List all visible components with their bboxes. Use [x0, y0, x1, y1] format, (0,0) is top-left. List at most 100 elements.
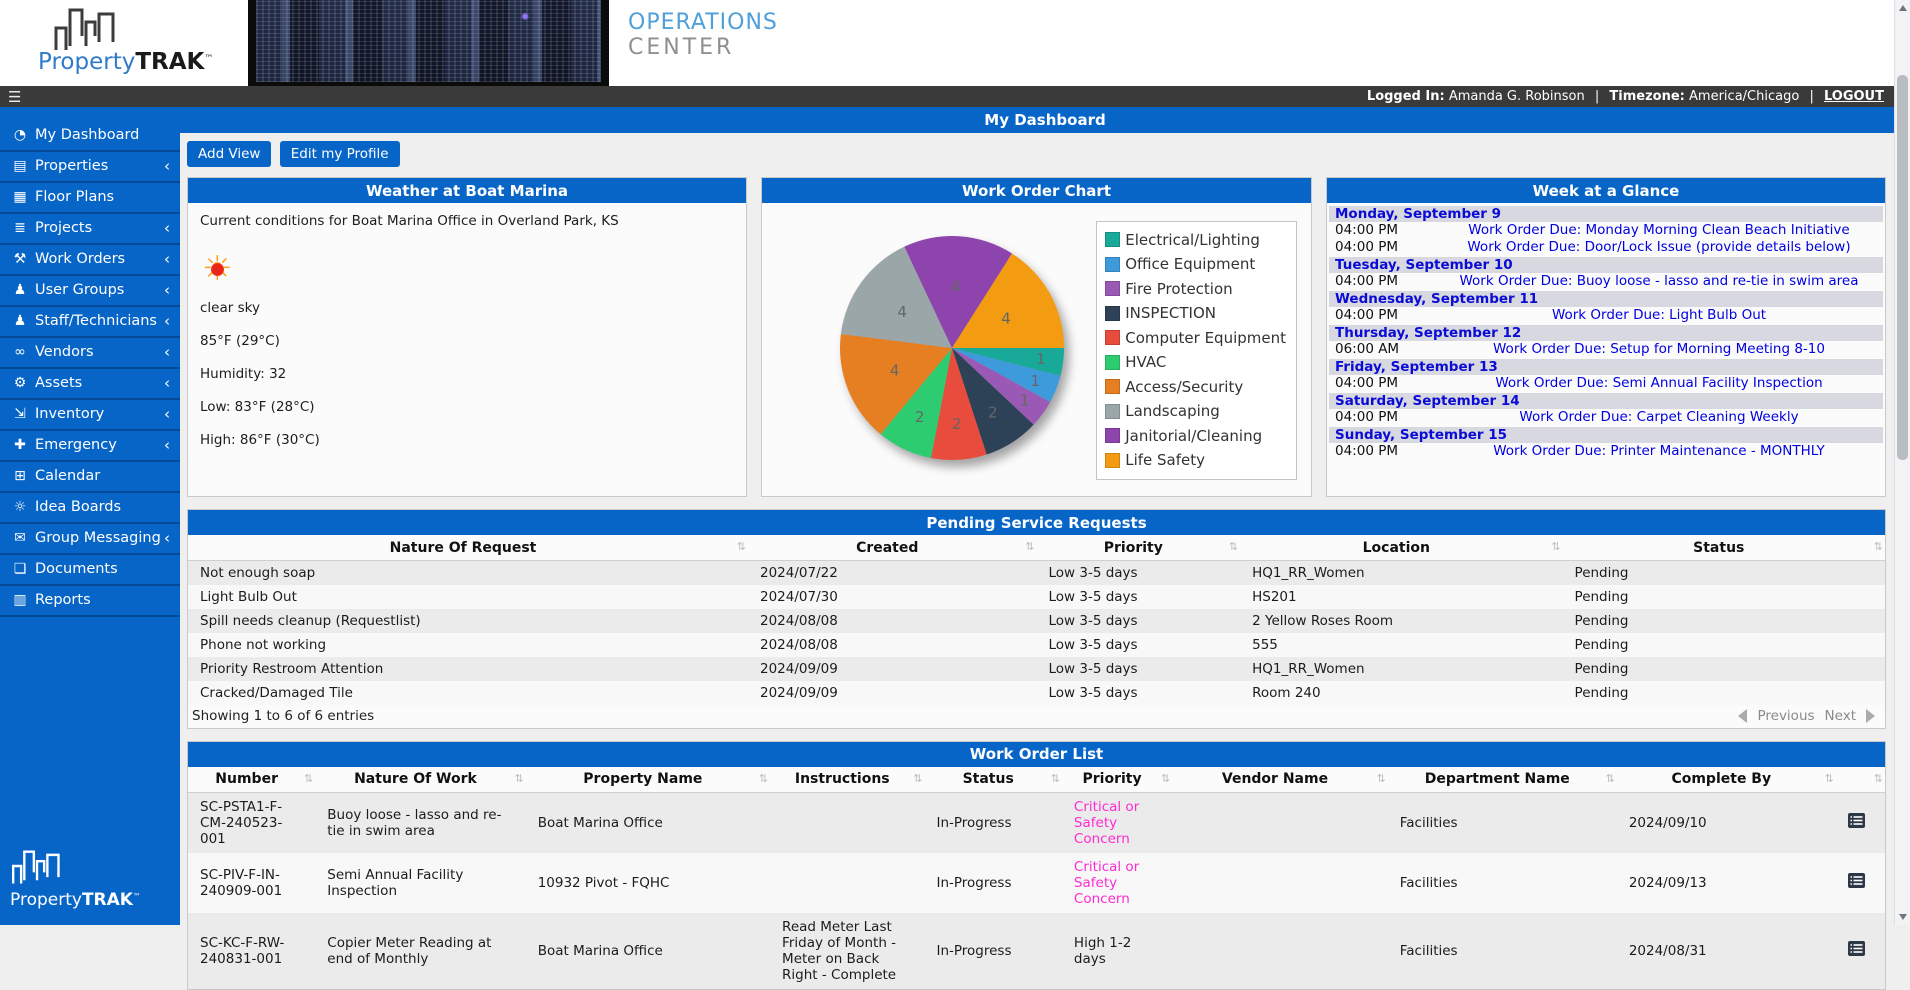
work-order-details-icon[interactable]	[1847, 873, 1865, 892]
sidebar-item-staff-technicians[interactable]: ♟ Staff/Technicians ‹	[0, 307, 180, 338]
work-order-due-link[interactable]: Work Order Due: Setup for Morning Meetin…	[1493, 341, 1825, 357]
pie-slice-hvac[interactable]	[880, 348, 952, 459]
pending-request-row[interactable]: Phone not working 2024/08/08 Low 3-5 day…	[188, 632, 1885, 657]
column-header[interactable]: Status ⇅	[1562, 535, 1885, 561]
pie-slice-office-equipment[interactable]	[952, 348, 1061, 402]
pending-request-row[interactable]: Cracked/Damaged Tile 2024/09/09 Low 3-5 …	[188, 680, 1885, 705]
previous-page-link[interactable]: Previous	[1757, 707, 1815, 724]
location-cell: HQ1_RR_Women	[1252, 660, 1365, 677]
work-order-row[interactable]: SC-PSTA1-F-CM-240523-001 Buoy loose - la…	[188, 792, 1885, 853]
column-header[interactable]: Location ⇅	[1240, 535, 1563, 561]
pie-slice-computer-equipment[interactable]	[931, 348, 987, 461]
legend-swatch	[1105, 403, 1121, 419]
sidebar-item-work-orders[interactable]: ⚒ Work Orders ‹	[0, 245, 180, 276]
sort-icon[interactable]: ⇅	[1025, 540, 1035, 553]
logout-link[interactable]: LOGOUT	[1823, 89, 1884, 104]
sort-icon[interactable]: ⇅	[758, 771, 769, 785]
column-header[interactable]: Instructions ⇅	[770, 766, 925, 793]
sidebar-item-assets[interactable]: ⚙ Assets ‹	[0, 369, 180, 400]
sidebar-item-calendar[interactable]: ⊞ Calendar	[0, 462, 180, 493]
column-header[interactable]: Complete By ⇅	[1616, 766, 1836, 793]
pie-slice-fire-protection[interactable]	[952, 348, 1051, 425]
sidebar-item-idea-boards[interactable]: ☼ Idea Boards	[0, 493, 180, 524]
work-order-due-link[interactable]: Work Order Due: Buoy loose - lasso and r…	[1459, 273, 1859, 289]
pending-request-row[interactable]: Spill needs cleanup (Requestlist) 2024/0…	[188, 608, 1885, 633]
vertical-scrollbar[interactable]	[1894, 0, 1910, 925]
column-header[interactable]: Vendor Name ⇅	[1172, 766, 1388, 793]
pie-slice-electrical-lighting[interactable]	[952, 348, 1064, 376]
work-order-due-link[interactable]: Work Order Due: Door/Lock Issue (provide…	[1467, 239, 1851, 255]
column-header[interactable]: Created ⇅	[748, 535, 1037, 561]
pending-request-row[interactable]: Not enough soap 2024/07/22 Low 3-5 days …	[188, 560, 1885, 585]
column-header[interactable]: Property Name ⇅	[525, 766, 771, 793]
sort-icon[interactable]: ⇅	[736, 540, 746, 553]
work-order-due-link[interactable]: Work Order Due: Monday Morning Clean Bea…	[1468, 222, 1850, 238]
pending-request-row[interactable]: Priority Restroom Attention 2024/09/09 L…	[188, 656, 1885, 681]
column-header[interactable]: Priority ⇅	[1036, 535, 1241, 561]
sidebar-item-floor-plans[interactable]: ▦ Floor Plans	[0, 183, 180, 214]
next-arrow-icon[interactable]	[1866, 708, 1875, 723]
pie-slice-landscaping[interactable]	[840, 246, 952, 348]
work-order-details-icon[interactable]	[1847, 813, 1865, 832]
week-day-header: Thursday, September 12	[1329, 325, 1883, 341]
sidebar-item-my-dashboard[interactable]: ◔ My Dashboard	[0, 121, 180, 152]
sort-icon[interactable]: ⇅	[304, 771, 314, 785]
scroll-up-arrow-icon[interactable]	[1899, 5, 1907, 11]
sort-icon[interactable]: ⇅	[1605, 771, 1615, 785]
dolly-icon: ⇲	[14, 406, 26, 422]
pie-slice-life-safety[interactable]	[952, 253, 1064, 348]
legend-label: INSPECTION	[1125, 304, 1217, 323]
scrollbar-thumb[interactable]	[1897, 75, 1908, 460]
sidebar-item-reports[interactable]: ▥ Reports	[0, 586, 180, 617]
week-event-row: 04:00 PM Work Order Due: Monday Morning …	[1327, 222, 1885, 239]
sidebar-item-emergency[interactable]: ✚ Emergency ‹	[0, 431, 180, 462]
sort-icon[interactable]: ⇅	[1873, 540, 1883, 553]
sort-icon[interactable]: ⇅	[1161, 771, 1171, 785]
sidebar-item-inventory[interactable]: ⇲ Inventory ‹	[0, 400, 180, 431]
sort-icon[interactable]: ⇅	[1376, 771, 1386, 785]
week-event-row: 04:00 PM Work Order Due: Door/Lock Issue…	[1327, 239, 1885, 256]
pie-slice-janitorial-cleaning[interactable]	[904, 236, 1013, 348]
sort-icon[interactable]: ⇅	[1873, 771, 1883, 785]
sort-icon[interactable]: ⇅	[514, 771, 524, 785]
menu-hamburger-icon[interactable]: ☰	[8, 87, 22, 106]
sort-icon[interactable]: ⇅	[1228, 540, 1239, 553]
work-order-due-link[interactable]: Work Order Due: Carpet Cleaning Weekly	[1519, 409, 1799, 425]
sort-icon[interactable]: ⇅	[1551, 540, 1561, 553]
pie-slice-value: 4	[890, 362, 900, 380]
work-order-row[interactable]: SC-KC-F-RW-240831-001 Copier Meter Readi…	[188, 912, 1885, 989]
sidebar-item-documents[interactable]: ❏ Documents	[0, 555, 180, 586]
sort-icon[interactable]: ⇅	[1050, 771, 1060, 785]
scroll-down-arrow-icon[interactable]	[1899, 914, 1907, 920]
pie-slice-access-security[interactable]	[839, 333, 952, 435]
sidebar-item-user-groups[interactable]: ♟ User Groups ‹	[0, 276, 180, 307]
edit-my-profile-button[interactable]: Edit my Profile	[279, 141, 400, 167]
column-header[interactable]: Number ⇅	[188, 766, 316, 793]
work-order-due-link[interactable]: Work Order Due: Light Bulb Out	[1551, 307, 1767, 323]
column-header[interactable]: Department Name ⇅	[1387, 766, 1617, 793]
column-header[interactable]: Status ⇅	[924, 766, 1062, 793]
property-name-cell: Boat Marina Office	[537, 814, 663, 831]
add-view-button[interactable]: Add View	[187, 141, 272, 167]
nature-of-request-cell: Cracked/Damaged Tile	[200, 684, 353, 701]
sort-icon[interactable]: ⇅	[913, 771, 923, 785]
next-page-link[interactable]: Next	[1824, 707, 1856, 724]
previous-arrow-icon[interactable]	[1738, 708, 1748, 723]
work-order-row[interactable]: SC-PIV-F-IN-240909-001 Semi Annual Facil…	[188, 852, 1885, 913]
column-header[interactable]: Priority ⇅	[1061, 766, 1173, 793]
pie-slice-inspection[interactable]	[952, 348, 1034, 455]
column-header[interactable]: Nature Of Request ⇅	[188, 535, 748, 561]
sidebar-item-properties[interactable]: ▤ Properties ‹	[0, 152, 180, 183]
sort-icon[interactable]: ⇅	[1824, 771, 1834, 785]
sidebar-item-vendors[interactable]: ∞ Vendors ‹	[0, 338, 180, 369]
work-order-due-link[interactable]: Work Order Due: Semi Annual Facility Ins…	[1495, 375, 1823, 391]
column-header[interactable]: ⇅	[1835, 766, 1885, 793]
vendor-name-cell	[1172, 792, 1388, 853]
column-header[interactable]: Nature Of Work ⇅	[315, 766, 526, 793]
sidebar-item-projects[interactable]: ≣ Projects ‹	[0, 214, 180, 245]
pending-request-row[interactable]: Light Bulb Out 2024/07/30 Low 3-5 days H…	[188, 584, 1885, 609]
sidebar-item-group-messaging[interactable]: ✉ Group Messaging ‹	[0, 524, 180, 555]
work-order-due-link[interactable]: Work Order Due: Printer Maintenance - MO…	[1493, 443, 1825, 459]
nature-of-work-cell: Semi Annual Facility Inspection	[327, 866, 464, 899]
work-order-details-icon[interactable]	[1847, 941, 1865, 960]
